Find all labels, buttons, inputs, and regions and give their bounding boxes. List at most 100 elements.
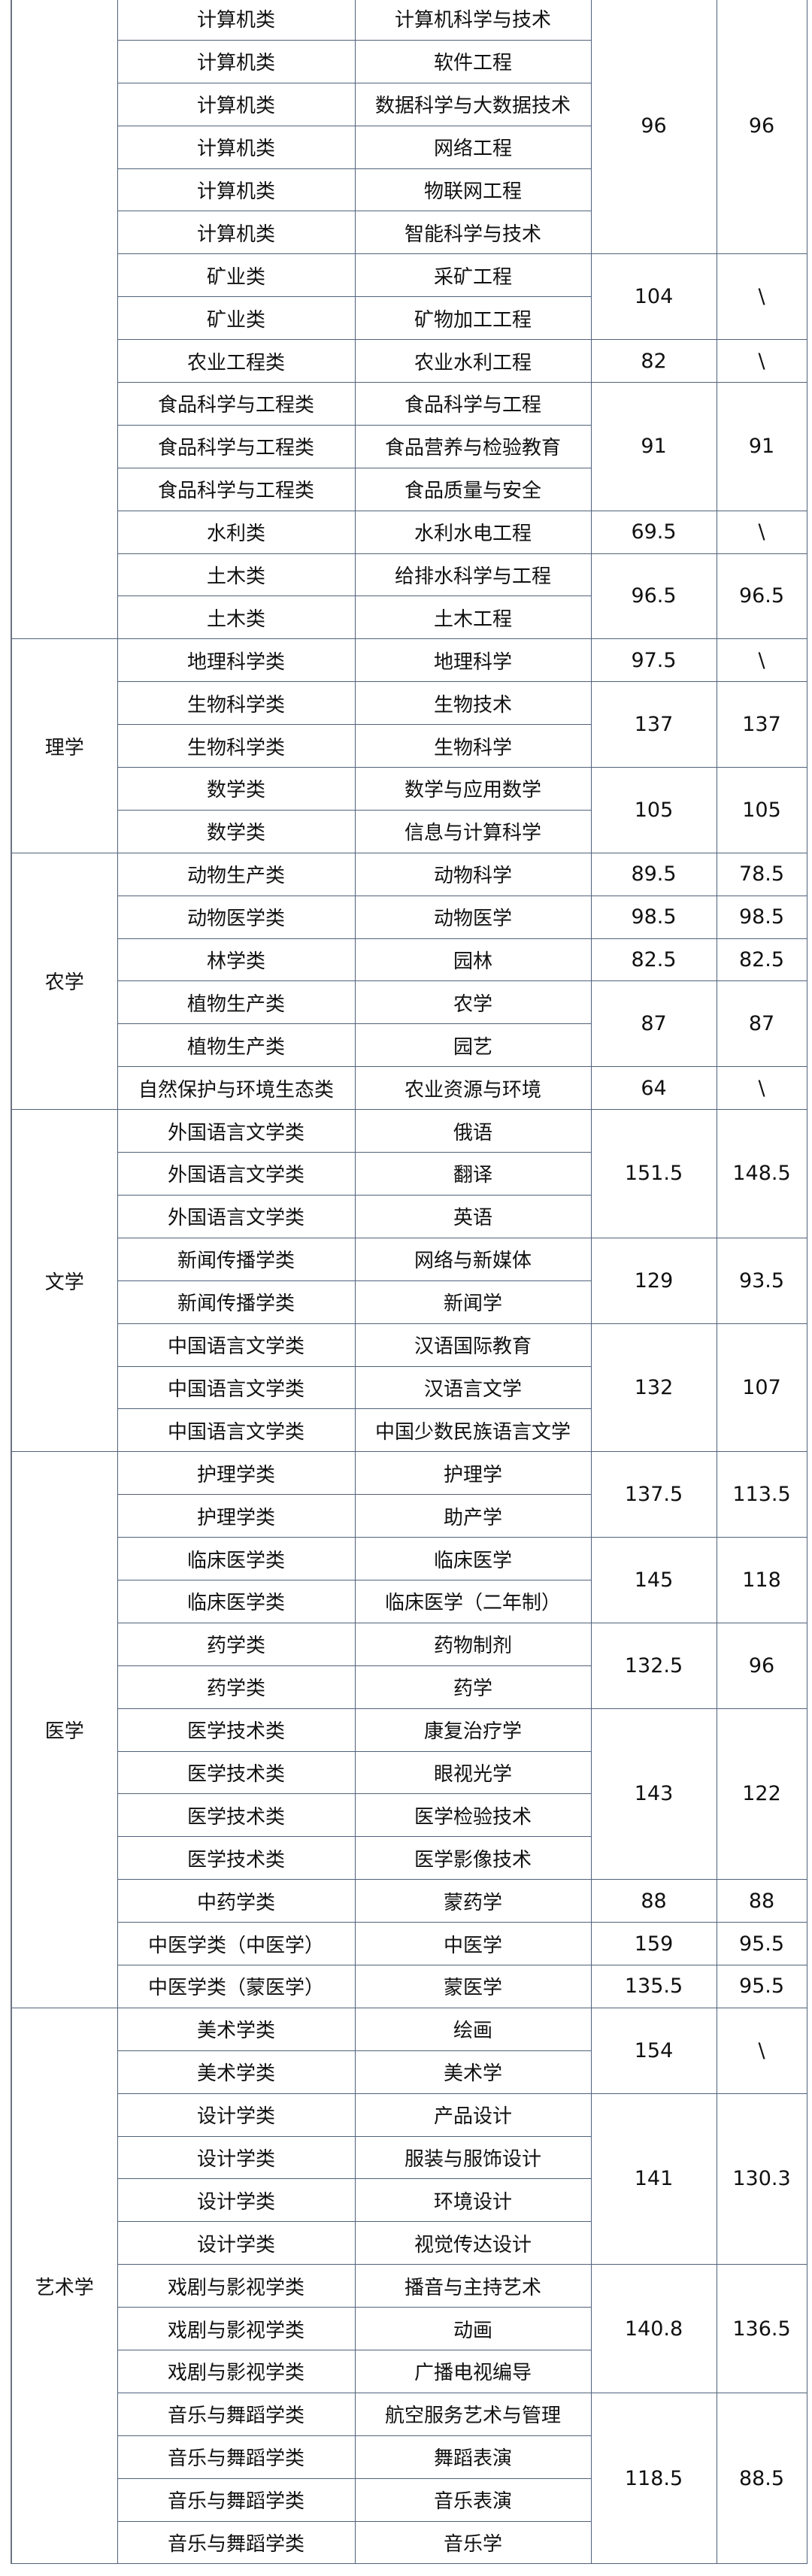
major-cell: 药物制剂 (354, 1622, 592, 1666)
score1-cell: 159 (590, 1922, 717, 1965)
score1-cell: 88 (590, 1879, 717, 1923)
table-row: 医学技术类 眼视光学 (11, 1750, 807, 1795)
table-row: 医学 护理学类 护理学 137.5 113.5 (11, 1451, 807, 2008)
score1-cell: 89.5 (590, 852, 717, 896)
major-cell: 食品营养与检验教育 (354, 424, 592, 468)
major-cell: 美术学 (354, 2050, 592, 2094)
score1-cell: 151.5 (590, 1109, 717, 1238)
major-cell: 音乐学 (354, 2520, 592, 2565)
score-table: 计算机类 计算机科学与技术 96 96 计算机类 软件工程 计算机类 数据科学与大数据技术 计算… (11, 0, 807, 2565)
table-row: 戏剧与影视学类 广播电视编导 (11, 2349, 807, 2393)
score2-cell: \ (716, 1066, 807, 1111)
score2-cell: 107 (716, 1323, 807, 1453)
table-row: 林学类 园林 82.5 82.5 (11, 938, 807, 982)
category-cell: 土木类 (117, 553, 356, 597)
table-row: 中国语言文学类 中国少数民族语言文学 (11, 1408, 807, 1453)
major-cell: 翻译 (354, 1152, 592, 1196)
table-row: 理学 地理科学类 地理科学 97.5 \ (11, 638, 807, 853)
score2-cell: 113.5 (716, 1451, 807, 1538)
major-cell: 视觉传达设计 (354, 2221, 592, 2265)
major-cell: 汉语国际教育 (354, 1323, 592, 1367)
table-row: 设计学类 产品设计 141 130.3 (11, 2093, 807, 2265)
major-cell: 数学与应用数学 (354, 767, 592, 811)
table-row: 计算机类 计算机科学与技术 96 96 (11, 0, 807, 640)
table-row: 矿业类 矿物加工工程 (11, 296, 807, 341)
major-cell: 生物科学 (354, 724, 592, 768)
category-cell: 计算机类 (117, 211, 356, 255)
table-row: 生物科学类 生物技术 137 137 (11, 681, 807, 768)
category-cell: 植物生产类 (117, 1023, 356, 1068)
category-cell: 临床医学类 (117, 1537, 356, 1580)
score2-cell: 95.5 (716, 1964, 807, 2008)
table-row: 中医学类（蒙医学） 蒙医学 135.5 95.5 (11, 1964, 807, 2008)
category-cell: 水利类 (117, 510, 356, 554)
score2-cell: 82.5 (716, 938, 807, 982)
major-cell: 产品设计 (354, 2093, 592, 2137)
category-cell: 中国语言文学类 (117, 1408, 356, 1453)
major-cell: 服装与服饰设计 (354, 2135, 592, 2180)
category-cell: 林学类 (117, 938, 356, 982)
major-cell: 播音与主持艺术 (354, 2264, 592, 2308)
major-cell: 农学 (354, 980, 592, 1025)
major-cell: 网络与新媒体 (354, 1237, 592, 1281)
major-cell: 俄语 (354, 1109, 592, 1153)
table-row: 生物科学类 生物科学 (11, 724, 807, 768)
table-row: 计算机类 智能科学与技术 (11, 211, 807, 255)
score2-cell: 118 (716, 1537, 807, 1623)
score2-cell: 78.5 (716, 852, 807, 896)
score2-cell: \ (716, 2007, 807, 2094)
table-row: 戏剧与影视学类 动画 (11, 2307, 807, 2350)
major-cell: 园艺 (354, 1023, 592, 1068)
category-cell: 医学技术类 (117, 1708, 356, 1752)
score1-cell: 105 (590, 767, 717, 853)
major-cell: 舞蹈表演 (354, 2435, 592, 2479)
category-cell: 设计学类 (117, 2093, 356, 2137)
table-row: 动物医学类 动物医学 98.5 98.5 (11, 895, 807, 939)
major-cell: 助产学 (354, 1494, 592, 1538)
score2-cell: \ (716, 638, 807, 683)
score2-cell: 95.5 (716, 1922, 807, 1965)
major-cell: 新闻学 (354, 1280, 592, 1324)
table-row: 文学 外国语言文学类 俄语 151.5 148.5 (11, 1109, 807, 1453)
score2-cell: 122 (716, 1708, 807, 1880)
category-cell: 食品科学与工程类 (117, 382, 356, 426)
table-row: 临床医学类 临床医学（二年制） (11, 1579, 807, 1623)
category-cell: 食品科学与工程类 (117, 467, 356, 511)
major-cell: 动画 (354, 2307, 592, 2350)
major-cell: 地理科学 (354, 638, 592, 683)
category-cell: 矿业类 (117, 296, 356, 341)
major-cell: 蒙医学 (354, 1964, 592, 2008)
category-cell: 音乐与舞蹈学类 (117, 2392, 356, 2436)
score2-cell: 93.5 (716, 1237, 807, 1324)
score1-cell: 154 (590, 2007, 717, 2094)
category-cell: 音乐与舞蹈学类 (117, 2478, 356, 2522)
score2-cell: 96.5 (716, 553, 807, 640)
score2-cell: 105 (716, 767, 807, 853)
category-cell: 中国语言文学类 (117, 1365, 356, 1410)
major-cell: 临床医学 (354, 1537, 592, 1580)
category-cell: 生物科学类 (117, 724, 356, 768)
score1-cell: 97.5 (590, 638, 717, 683)
major-cell: 采矿工程 (354, 253, 592, 298)
major-cell: 医学影像技术 (354, 1836, 592, 1880)
table-row: 戏剧与影视学类 播音与主持艺术 140.8 136.5 (11, 2264, 807, 2393)
major-cell: 网络工程 (354, 125, 592, 169)
table-row: 土木类 土木工程 (11, 596, 807, 640)
table-row: 新闻传播学类 网络与新媒体 129 93.5 (11, 1237, 807, 1324)
category-cell: 设计学类 (117, 2221, 356, 2265)
table-row: 音乐与舞蹈学类 音乐学 (11, 2520, 807, 2565)
score1-cell: 91 (590, 382, 717, 511)
category-cell: 设计学类 (117, 2135, 356, 2180)
category-cell: 生物科学类 (117, 681, 356, 726)
major-cell: 航空服务艺术与管理 (354, 2392, 592, 2436)
discipline-cell: 农学 (11, 852, 118, 1111)
score1-cell: 140.8 (590, 2264, 717, 2393)
major-cell: 水利水电工程 (354, 510, 592, 554)
major-cell: 音乐表演 (354, 2478, 592, 2522)
major-cell: 信息与计算科学 (354, 809, 592, 853)
category-cell: 音乐与舞蹈学类 (117, 2520, 356, 2565)
score1-cell: 69.5 (590, 510, 717, 554)
score1-cell: 82.5 (590, 938, 717, 982)
table-row: 食品科学与工程类 食品质量与安全 (11, 467, 807, 511)
major-cell: 食品科学与工程 (354, 382, 592, 426)
